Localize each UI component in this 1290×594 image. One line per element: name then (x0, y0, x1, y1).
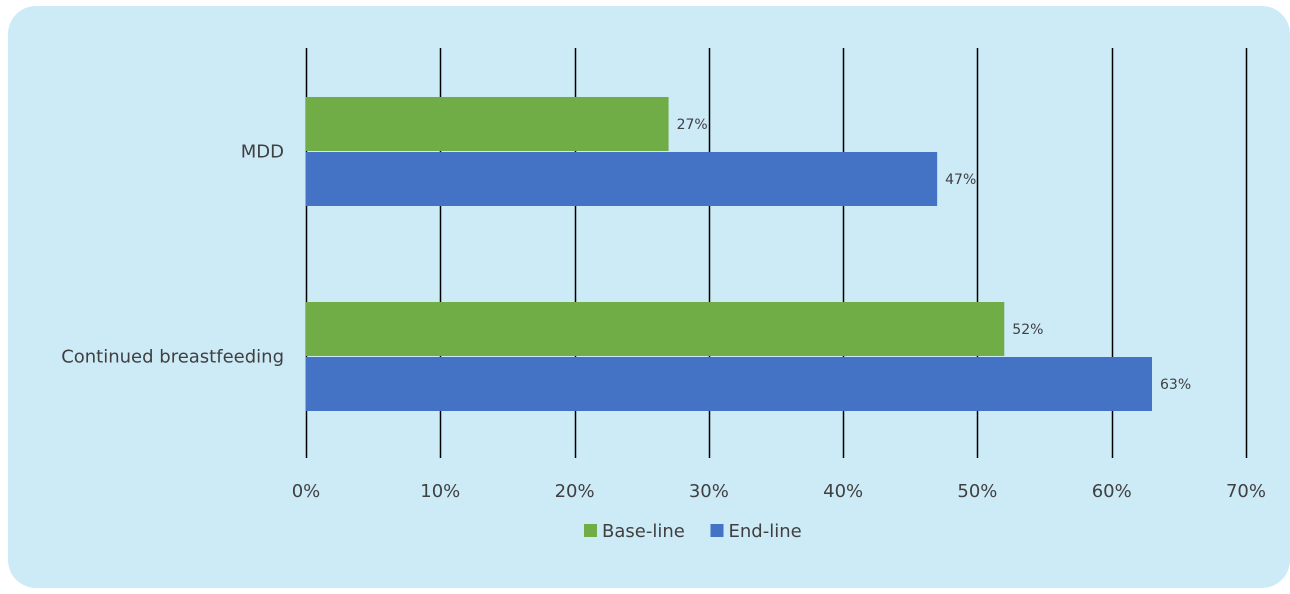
bars (306, 97, 1152, 411)
legend-swatch (584, 524, 597, 537)
category-label: Continued breastfeeding (61, 347, 284, 368)
data-label: 52% (1012, 322, 1043, 338)
legend-label: Base-line (602, 521, 685, 542)
bar-end-line-1 (306, 357, 1152, 411)
legend-label: End-line (729, 521, 802, 542)
x-tick-label: 20% (555, 481, 595, 502)
data-label: 47% (945, 172, 976, 188)
x-tick-label: 40% (823, 481, 863, 502)
bar-base-line-1 (306, 302, 1005, 356)
x-tick-label: 70% (1226, 481, 1266, 502)
x-tick-label: 0% (292, 481, 321, 502)
bar-base-line-0 (306, 97, 669, 151)
category-label: MDD (241, 142, 284, 163)
data-label: 63% (1160, 377, 1191, 393)
x-tick-label: 60% (1092, 481, 1132, 502)
bar-end-line-0 (306, 152, 938, 206)
legend-swatch (710, 524, 724, 537)
x-tick-label: 10% (420, 481, 460, 502)
category-labels: MDD Continued breastfeeding (61, 142, 284, 368)
legend: Base-line End-line (584, 521, 802, 542)
x-tick-label: 30% (689, 481, 729, 502)
x-axis-tick-labels: 0% 10% 20% 30% 40% 50% 60% 70% (292, 481, 1266, 502)
data-labels: 27% 47% 52% 63% (677, 117, 1192, 393)
x-tick-label: 50% (957, 481, 997, 502)
data-label: 27% (677, 117, 708, 133)
